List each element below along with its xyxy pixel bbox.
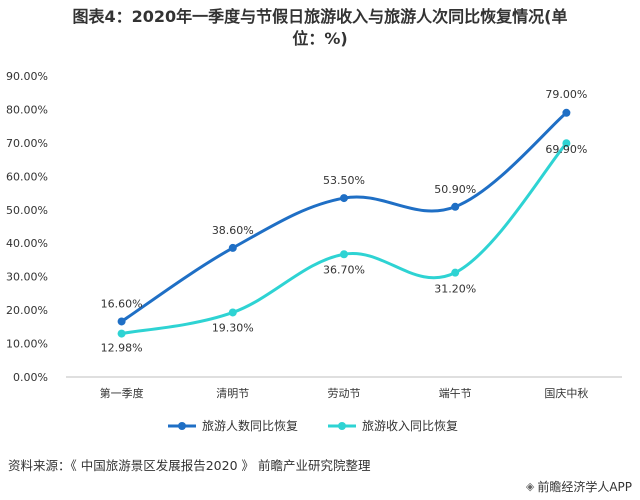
y-tick-label: 40.00% [6, 237, 48, 250]
y-tick-label: 0.00% [13, 371, 48, 384]
brand-watermark: ◈ 前瞻经济学人APP [526, 478, 632, 495]
y-tick-label: 20.00% [6, 304, 48, 317]
legend-swatch-marker [338, 422, 346, 430]
x-tick-label: 清明节 [216, 387, 249, 400]
x-tick-label: 第一季度 [100, 386, 144, 400]
data-label: 36.70% [323, 263, 365, 276]
chart-legend: 旅游人数同比恢复 旅游收入同比恢复 [168, 418, 458, 433]
chart-title-line1: 图表4：2020年一季度与节假日旅游收入与旅游人次同比恢复情况(单 [72, 7, 568, 26]
data-point [228, 308, 237, 317]
source-note: 资料来源：《 中国旅游景区发展报告2020 》 前瞻产业研究院整理 [8, 458, 371, 473]
y-tick-label: 90.00% [6, 70, 48, 83]
data-label: 79.00% [545, 88, 587, 101]
y-tick-label: 60.00% [6, 170, 48, 183]
data-label: 12.98% [101, 342, 143, 355]
legend-label: 旅游人数同比恢复 [202, 418, 298, 433]
data-label: 31.20% [434, 283, 476, 296]
brand-logo-icon: ◈ [525, 480, 535, 493]
data-point [340, 194, 348, 203]
data-point [451, 268, 460, 277]
data-label: 16.60% [101, 297, 143, 310]
x-tick-label: 端午节 [439, 387, 472, 400]
y-tick-label: 50.00% [6, 204, 48, 217]
data-point [117, 317, 126, 326]
y-tick-label: 10.00% [6, 338, 48, 351]
brand-label: 前瞻经济学人APP [537, 480, 632, 494]
data-point [340, 250, 348, 259]
series-line [121, 142, 568, 336]
data-label: 53.50% [323, 174, 365, 187]
chart-title: 图表4：2020年一季度与节假日旅游收入与旅游人次同比恢复情况(单 位：%) [0, 6, 640, 50]
chart-series: 16.60% 38.60% 53.50% 50.90% 79.00% 12.98% 19.3… [101, 88, 588, 355]
data-point [562, 108, 571, 117]
chart-title-line2: 位：%) [292, 29, 348, 48]
series-line [120, 111, 568, 323]
legend-label: 旅游收入同比恢复 [362, 419, 458, 433]
data-label: 50.90% [434, 183, 476, 196]
chart-axes: 0.00% 10.00% 20.00% 30.00% 40.00% 50.00% 60.00… [6, 70, 622, 400]
y-tick-label: 70.00% [6, 137, 48, 150]
y-tick-label: 30.00% [6, 271, 48, 284]
y-tick-label: 80.00% [6, 103, 48, 116]
data-label: 69.90% [545, 143, 587, 156]
line-chart: 0.00% 10.00% 20.00% 30.00% 40.00% 50.00% 60.00… [6, 70, 622, 433]
data-point [228, 243, 237, 252]
x-tick-label: 国庆中秋 [544, 386, 588, 400]
data-point [562, 139, 571, 148]
data-label: 38.60% [212, 224, 254, 237]
data-point [451, 202, 460, 211]
legend-swatch-marker [178, 422, 186, 430]
data-label: 19.30% [212, 321, 254, 334]
x-tick-label: 劳动节 [328, 387, 361, 400]
data-point [117, 329, 126, 338]
